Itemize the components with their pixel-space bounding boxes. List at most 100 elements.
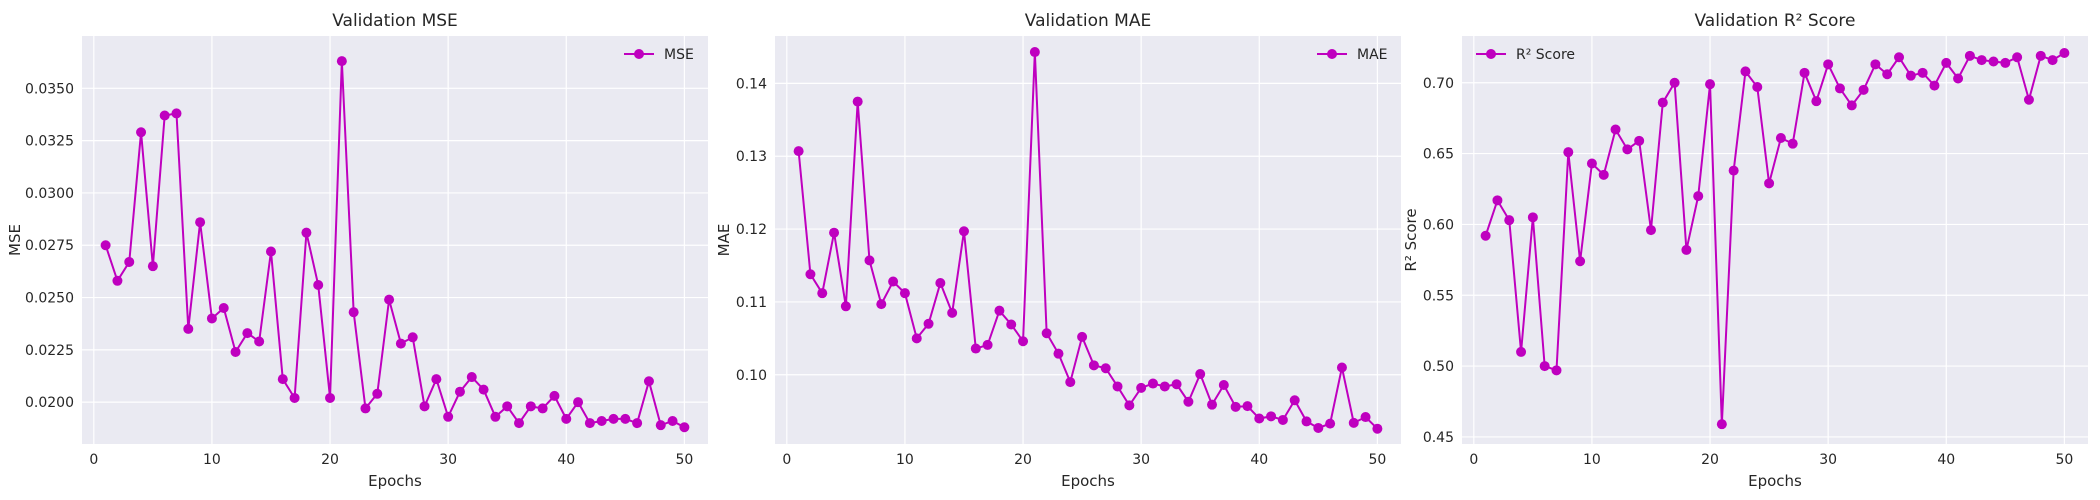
data-point [864,255,875,266]
y-tick-label: 0.0275 [25,238,74,254]
legend-marker-icon [634,49,644,59]
data-point [1622,144,1633,155]
y-tick-label: 0.55 [1423,288,1454,304]
data-point [407,332,418,343]
x-tick-label: 10 [203,452,221,468]
data-point [443,411,454,422]
data-point [254,336,265,347]
y-tick-label: 0.70 [1423,76,1454,92]
data-point [1053,348,1064,359]
data-point [1610,124,1621,135]
data-point [1242,401,1253,412]
data-point [2023,94,2034,105]
data-point [525,401,536,412]
data-point [1313,422,1324,433]
data-point [537,403,548,414]
data-point [1657,97,1668,108]
x-tick-label: 50 [1368,452,1386,468]
data-point [1171,379,1182,390]
data-point [242,328,253,339]
data-point [1575,256,1586,267]
y-tick-label: 0.0300 [25,186,74,202]
data-point [643,376,654,387]
chart-title: Validation MAE [1025,11,1151,31]
data-point [1787,138,1798,149]
x-tick-label: 50 [675,452,693,468]
data-point [1159,381,1170,392]
data-point [147,261,158,272]
x-tick-label: 20 [321,452,339,468]
data-point [1882,69,1893,80]
legend: R² Score [1476,47,1575,63]
legend-label: R² Score [1516,47,1575,63]
data-point [1006,319,1017,330]
data-point [348,307,359,318]
y-tick-label: 0.0200 [25,395,74,411]
data-point [265,246,276,257]
y-tick-label: 0.11 [736,295,767,311]
data-point [136,127,147,138]
data-point [679,422,690,433]
data-point [1539,361,1550,372]
data-point [947,307,958,318]
data-point [1764,178,1775,189]
data-point [1289,395,1300,406]
data-point [1207,399,1218,410]
data-point [1195,369,1206,380]
data-point [490,411,501,422]
data-point [1976,55,1987,66]
y-tick-label: 0.0350 [25,81,74,97]
data-point [1088,360,1099,371]
y-axis-label: MSE [6,224,24,256]
legend-marker-icon [1327,49,1337,59]
data-point [1112,381,1123,392]
data-point [1728,165,1739,176]
x-axis-label: Epochs [1748,472,1802,490]
data-point [1077,331,1088,342]
data-point [325,392,336,403]
data-point [277,374,288,385]
data-point [1041,328,1052,339]
data-point [911,333,922,344]
data-point [584,418,595,429]
x-tick-label: 50 [2055,452,2073,468]
data-point [793,146,804,157]
data-point [1716,419,1727,430]
x-tick-label: 40 [1250,452,1268,468]
y-tick-label: 0.65 [1423,147,1454,163]
legend-label: MAE [1357,47,1388,63]
data-point [1634,135,1645,146]
data-point [419,401,430,412]
y-tick-label: 0.0250 [25,291,74,307]
data-point [1645,225,1656,236]
data-point [1693,191,1704,202]
data-point [1752,82,1763,92]
x-tick-label: 30 [1819,452,1837,468]
data-point [1964,50,1975,61]
legend: MSE [624,47,694,63]
y-tick-label: 0.0225 [25,343,74,359]
data-point [313,279,324,290]
x-tick-label: 30 [1132,452,1150,468]
data-point [1586,158,1597,169]
data-point [1929,80,1940,91]
data-point [514,418,525,429]
data-point [1775,133,1786,143]
data-point [171,108,182,119]
data-point [1894,52,1905,63]
data-point [1065,377,1076,388]
data-point [899,288,910,299]
data-point [596,415,607,426]
y-tick-label: 0.50 [1423,359,1454,375]
data-point [1858,84,1869,95]
data-point [620,413,631,424]
chart-title: Validation R² Score [1695,11,1856,31]
data-point [230,346,241,357]
x-tick-label: 0 [1469,452,1478,468]
data-point [1336,362,1347,373]
data-point [1941,57,1952,68]
data-point [360,403,371,414]
data-point [1823,59,1834,70]
data-point [1504,215,1515,226]
data-point [888,276,899,287]
